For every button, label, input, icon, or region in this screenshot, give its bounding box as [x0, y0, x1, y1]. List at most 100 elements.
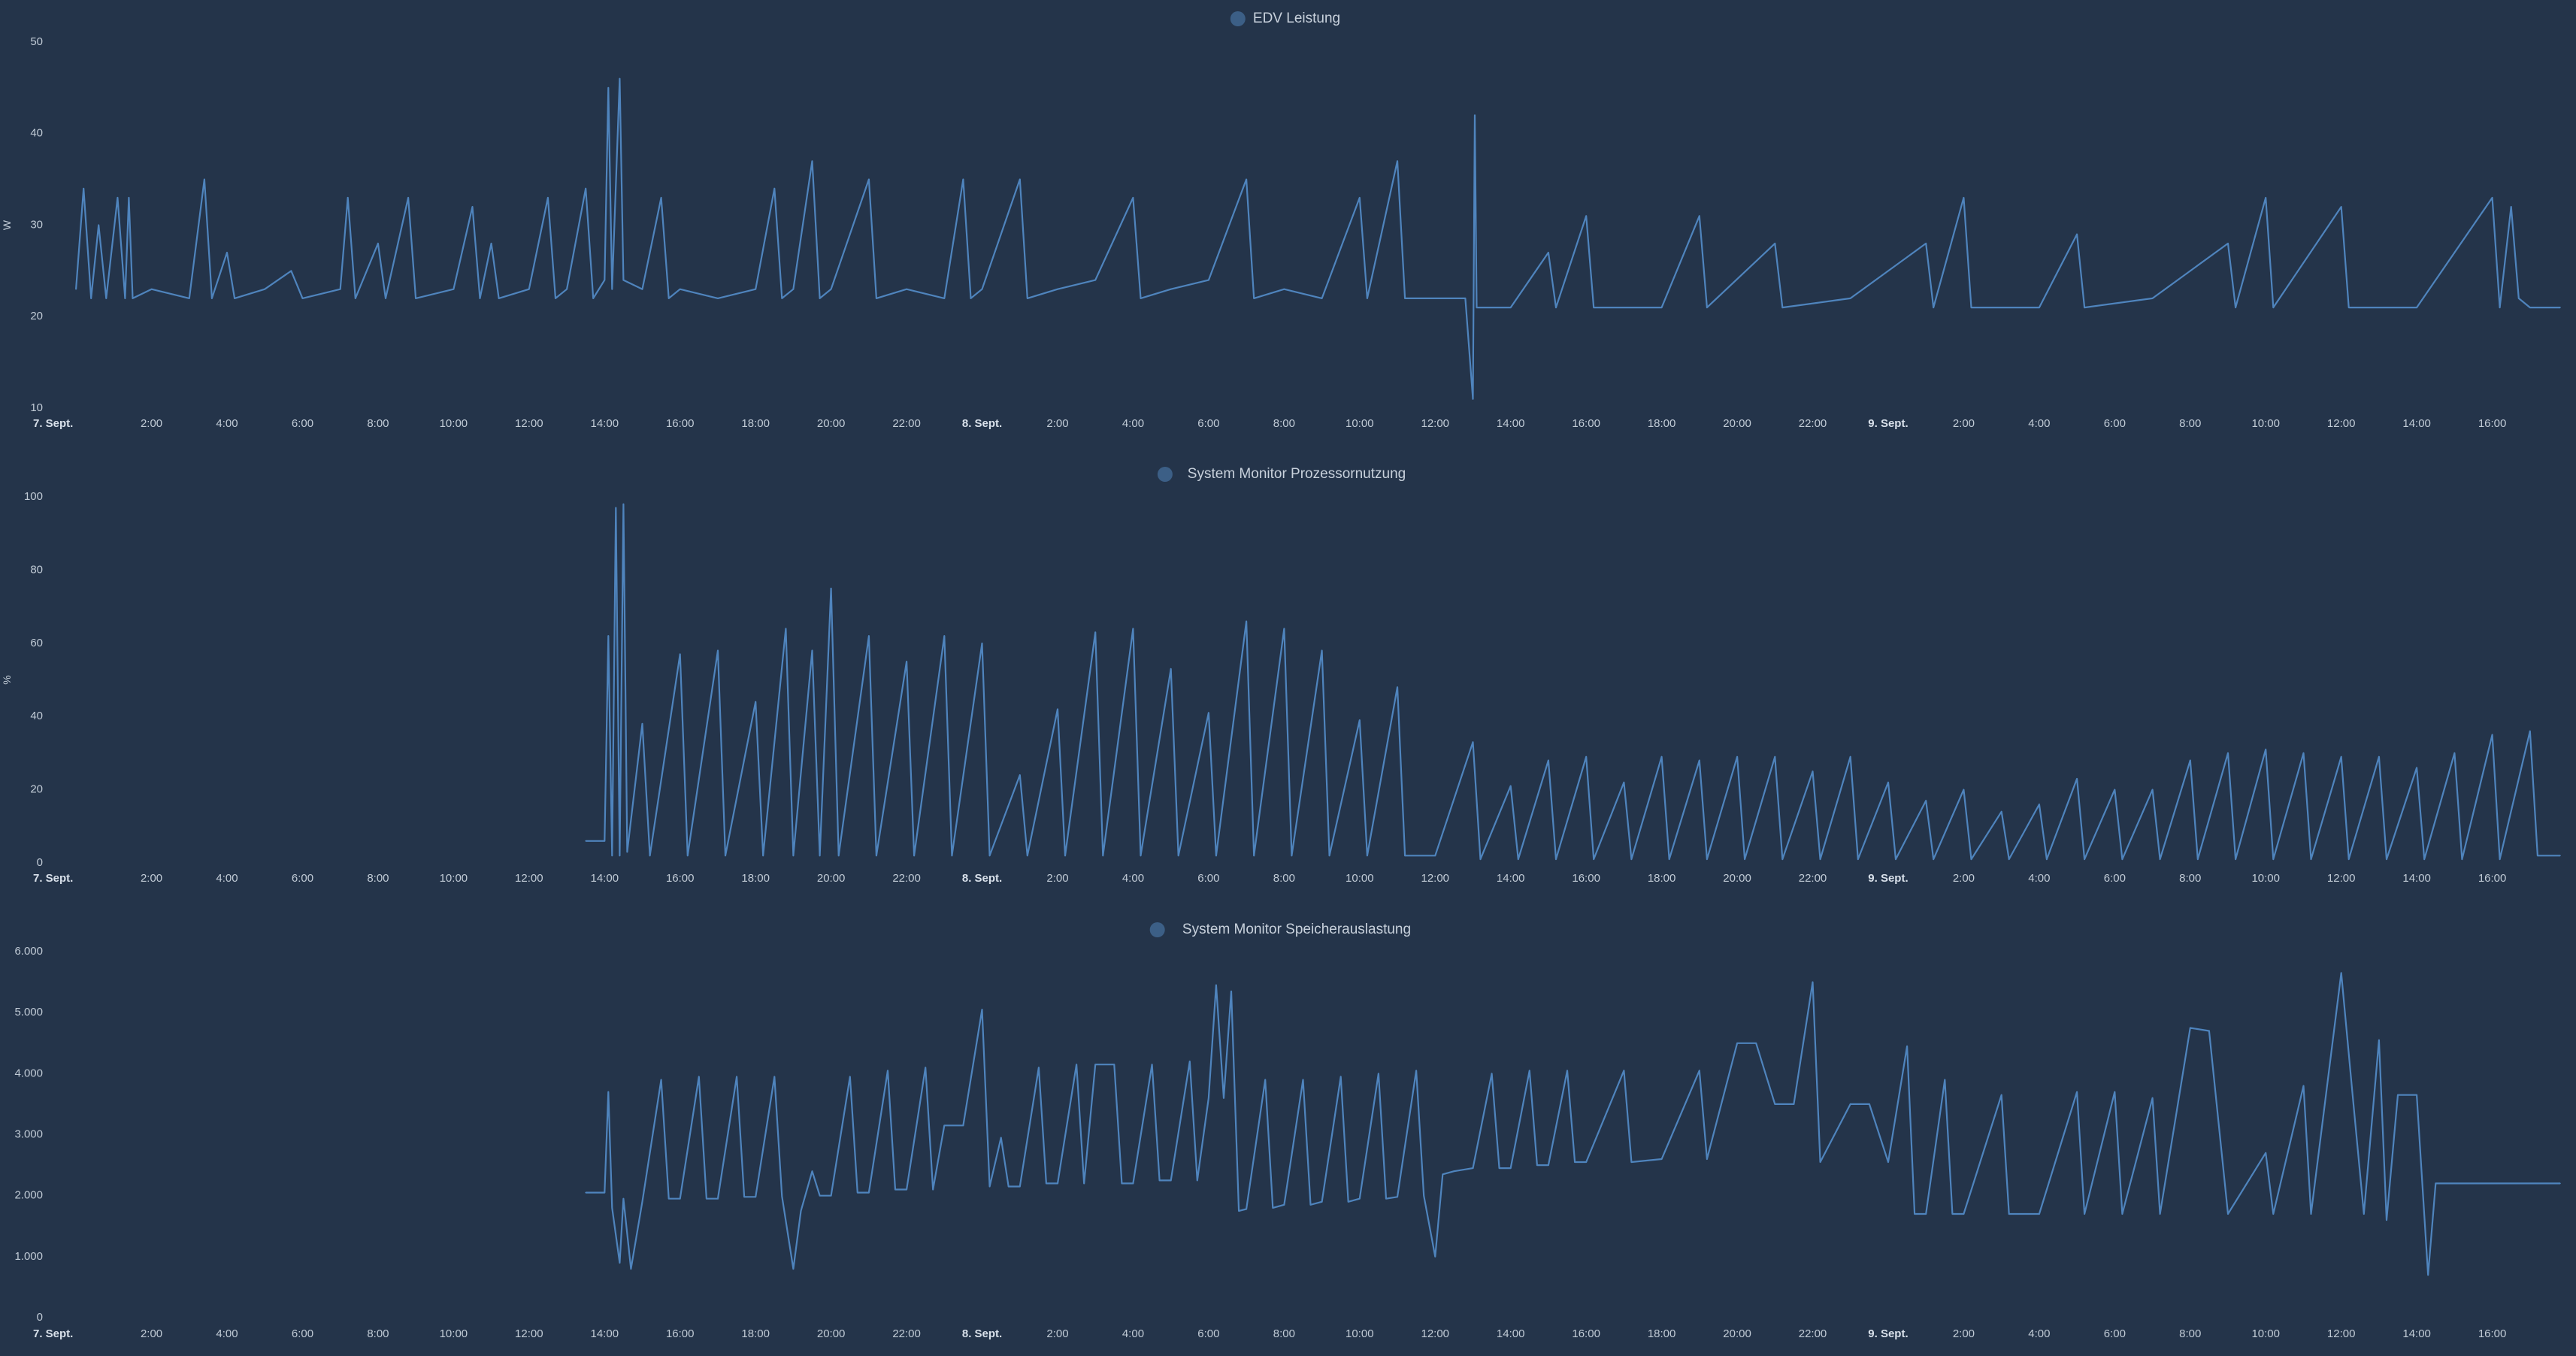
- chart-3-data-point: [2397, 1094, 2399, 1096]
- chart-3-y-tick-label: 2.000: [14, 1189, 43, 1202]
- chart-2-x-tick-label: 8. Sept.: [962, 872, 1002, 885]
- chart-2-x-tick-label: 22:00: [892, 872, 921, 885]
- chart-2-x-tick-label: 10:00: [440, 872, 468, 885]
- chart-2-data-point: [1177, 855, 1179, 857]
- chart-2-data-point: [2537, 855, 2538, 857]
- chart-1-data-point: [90, 298, 92, 299]
- chart-3-data-point: [2227, 1213, 2229, 1215]
- chart-1-data-point: [1472, 398, 1474, 400]
- chart-2-data-point: [1548, 759, 1549, 761]
- chart-1-data-point: [970, 298, 972, 299]
- chart-3-legend-label[interactable]: System Monitor Speicherauslastung: [1182, 922, 1411, 937]
- chart-2-data-point: [1812, 770, 1814, 773]
- chart-3-data-point: [1660, 1158, 1663, 1160]
- chart-1-data-point: [830, 288, 832, 290]
- chart-2-data-point: [913, 855, 915, 857]
- chart-3-data-point: [2340, 972, 2342, 974]
- chart-3-x-tick-label: 9. Sept.: [1868, 1327, 1908, 1340]
- chart-3-data-point: [800, 1210, 802, 1212]
- chart-2-data-point: [2235, 858, 2236, 860]
- chart-1-data-point: [1404, 298, 1406, 299]
- chart-2-data-point: [1781, 858, 1784, 860]
- chart-2-y-tick-label: 80: [30, 563, 43, 576]
- chart-2-x-tick-label: 20:00: [1723, 872, 1751, 885]
- chart-3-series-line[interactable]: [586, 972, 2560, 1276]
- chart-1-x-tick-label: 20:00: [1723, 417, 1751, 430]
- chart-1-data-point: [339, 288, 341, 290]
- chart-1-data-point: [355, 298, 356, 299]
- chart-2-data-point: [626, 851, 628, 853]
- chart-1-data-point: [1774, 243, 1776, 244]
- chart-3-data-point: [1706, 1158, 1708, 1160]
- chart-3-data-point: [755, 1196, 756, 1198]
- chart-2-data-point: [585, 840, 586, 842]
- chart-3-data-point: [1132, 1182, 1134, 1185]
- chart-2-data-point: [2151, 788, 2154, 791]
- chart-2-x-tick-label: 6:00: [292, 872, 313, 885]
- chart-2-data-point: [1253, 855, 1255, 857]
- chart-2-x-tick-label: 14:00: [1497, 872, 1525, 885]
- chart-1-data-point: [1925, 243, 1927, 244]
- chart-2-data-point: [2386, 858, 2387, 860]
- chart-2-x-tick-label: 18:00: [741, 872, 770, 885]
- chart-2-data-point: [1397, 686, 1398, 688]
- chart-1-x-tick-label: 12:00: [515, 417, 543, 430]
- chart-2-data-point: [1963, 788, 1965, 791]
- chart-3-data-point: [585, 1191, 586, 1194]
- chart-2-data-point: [951, 855, 953, 857]
- chart-1-legend-label[interactable]: EDV Leistung: [1253, 11, 1340, 26]
- chart-1-data-point: [1706, 307, 1708, 308]
- chart-2-x-tick-label: 18:00: [1648, 872, 1676, 885]
- chart-2-data-point: [1283, 628, 1285, 630]
- chart-2-data-point: [2039, 804, 2040, 805]
- chart-2-data-point: [2227, 752, 2229, 754]
- chart-1-data-point: [2340, 206, 2342, 207]
- chart-1-data-point: [781, 298, 783, 299]
- chart-3-x-tick-label: 16:00: [666, 1327, 695, 1340]
- chart-2-data-point: [988, 855, 991, 857]
- chart-1-data-point: [132, 298, 134, 299]
- chart-3-legend-marker[interactable]: [1149, 922, 1165, 937]
- chart-1-data-point: [498, 298, 500, 299]
- chart-1-x-tick-label: 14:00: [2402, 417, 2431, 430]
- chart-3-data-point: [1434, 1256, 1436, 1258]
- chart-2-data-point: [622, 503, 625, 505]
- chart-3-x-tick-label: 10:00: [2251, 1327, 2280, 1340]
- chart-3-data-point: [1189, 1061, 1191, 1062]
- chart-2-legend-marker[interactable]: [1157, 467, 1173, 482]
- chart-1-x-tick-label: 16:00: [1572, 417, 1600, 430]
- chart-3-data-point: [1963, 1213, 1965, 1215]
- chart-3-data-point: [906, 1188, 907, 1191]
- chart-3-x-tick-label: 18:00: [741, 1327, 770, 1340]
- chart-3-data-point: [849, 1076, 851, 1078]
- chart-1-x-tick-label: 6:00: [1197, 417, 1219, 430]
- chart-3-data-point: [932, 1188, 934, 1191]
- chart-2-data-point: [2076, 778, 2078, 779]
- chart-2-data-point: [1736, 756, 1738, 758]
- chart-3-data-point: [2352, 1094, 2354, 1096]
- chart-2-data-point: [1509, 785, 1512, 787]
- chart-2-data-point: [1102, 855, 1104, 857]
- chart-1-series-line[interactable]: [75, 77, 2560, 400]
- chart-2-data-point: [1472, 741, 1474, 743]
- chart-1-data-point: [811, 160, 813, 162]
- chart-1-y-tick-label: 10: [30, 401, 43, 414]
- chart-1-data-point: [868, 178, 870, 180]
- chart-1-x-tick-label: 16:00: [2478, 417, 2507, 430]
- chart-2-x-tick-label: 16:00: [666, 872, 695, 885]
- chart-2-series-line[interactable]: [586, 503, 2560, 861]
- chart-2-data-point: [1887, 782, 1889, 783]
- chart-2-legend-label[interactable]: System Monitor Prozessornutzung: [1188, 466, 1406, 482]
- chart-3-data-point: [1246, 1208, 1247, 1210]
- chart-2-y-axis-label: %: [1, 675, 13, 684]
- chart-2-data-point: [819, 855, 821, 857]
- chart-2-x-tick-label: 14:00: [2402, 872, 2431, 885]
- chart-2-data-point: [1057, 708, 1058, 710]
- chart-2-data-point: [604, 840, 606, 842]
- chart-1-legend-marker[interactable]: [1230, 11, 1246, 26]
- chart-3-x-tick-label: 22:00: [1799, 1327, 1827, 1340]
- chart-1-data-point: [981, 288, 983, 290]
- chart-1-data-point: [2265, 197, 2266, 198]
- chart-3-x-tick-label: 10:00: [440, 1327, 468, 1340]
- chart-2-x-tick-label: 2:00: [1046, 872, 1068, 885]
